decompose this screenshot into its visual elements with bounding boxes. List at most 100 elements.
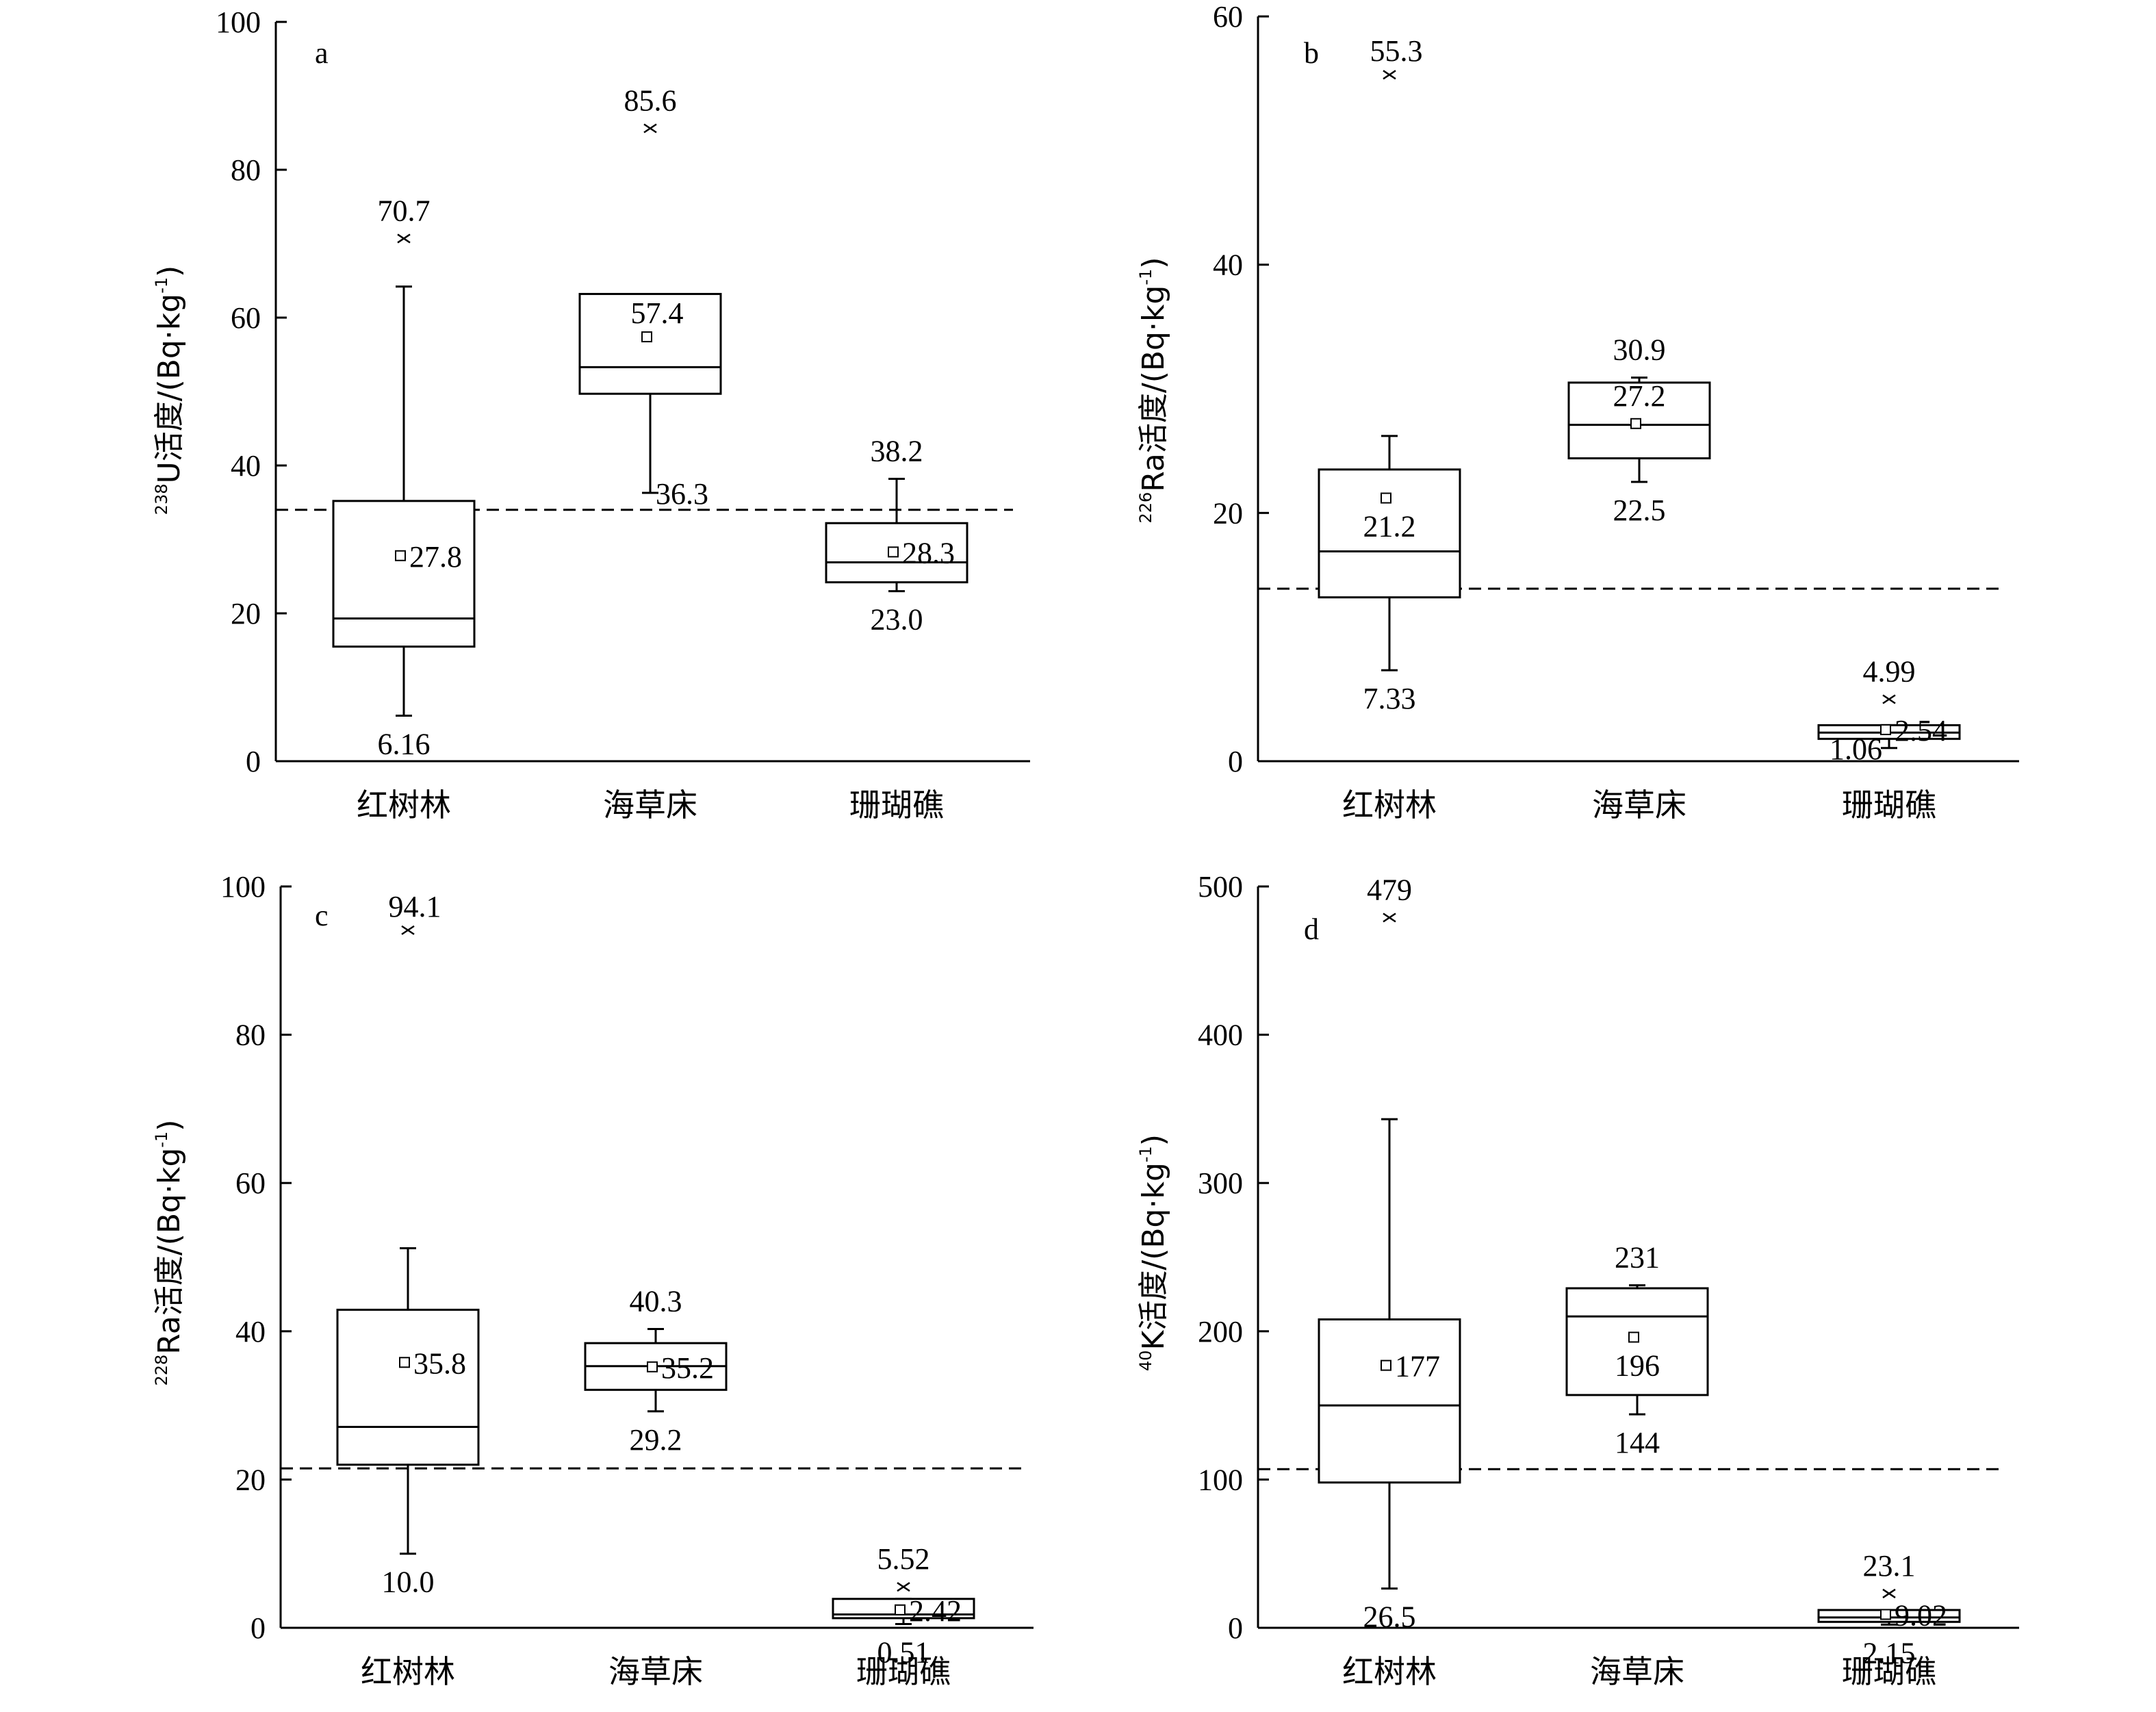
data-label: 144 — [1615, 1426, 1660, 1459]
y-tick-label: 20 — [231, 597, 261, 630]
category-label: 海草床 — [608, 1653, 703, 1690]
category-label: 红树林 — [357, 787, 451, 823]
y-tick-label: 100 — [220, 870, 266, 904]
mean-marker — [1381, 492, 1391, 504]
panel-b: 0 20 40 60 226Ra活度/(Bq·kg-1) b 红树林 海草床 珊瑚礁 55.3 21… — [1136, 0, 2019, 823]
y-tick-label: 60 — [1213, 0, 1243, 34]
y-axis-label-close: ) — [1136, 1134, 1171, 1146]
mean-marker — [888, 546, 899, 558]
y-axis-label-close: ) — [1136, 257, 1171, 269]
category-label: 珊瑚礁 — [1842, 1653, 1936, 1690]
y-axis-label-text: U活度/(Bq·kg — [152, 294, 187, 484]
category-label: 红树林 — [1342, 787, 1437, 823]
y-tick-label: 0 — [1228, 1611, 1243, 1645]
data-label: 70.7 — [378, 194, 431, 227]
outlier-marker — [643, 123, 657, 133]
y-tick-label: 0 — [1228, 745, 1243, 778]
y-axis-label-close: ) — [152, 1120, 187, 1132]
mean-marker — [647, 1361, 658, 1372]
data-label: 85.6 — [624, 84, 677, 118]
y-tick-label: 0 — [251, 1611, 266, 1645]
y-axis-label: 238U活度/(Bq·kg-1) — [152, 266, 187, 515]
y-tick-label: 0 — [246, 745, 261, 778]
y-tick-label: 60 — [235, 1166, 266, 1200]
panel-letter: b — [1304, 36, 1319, 70]
category-label: 红树林 — [361, 1653, 455, 1690]
data-label: 26.5 — [1363, 1600, 1416, 1634]
mean-marker — [641, 331, 652, 343]
mean-marker — [1628, 1331, 1639, 1343]
mean-marker — [1880, 724, 1891, 735]
data-label: 10.0 — [382, 1566, 435, 1599]
data-label: 196 — [1615, 1349, 1660, 1382]
y-axis-label-exponent: -1 — [152, 1132, 171, 1148]
data-label: 27.8 — [409, 540, 462, 574]
mean-marker — [895, 1604, 906, 1615]
y-axis-label: 228Ra活度/(Bq·kg-1) — [152, 1120, 187, 1386]
data-label: 30.9 — [1613, 333, 1666, 367]
category-label: 海草床 — [1590, 1653, 1684, 1690]
data-label: 2.54 — [1895, 714, 1947, 748]
box-海草床: 30.9 27.2 22.5 — [1567, 333, 1711, 527]
data-label: 22.5 — [1613, 494, 1666, 527]
y-tick-label: 100 — [216, 5, 261, 39]
y-tick-label: 300 — [1198, 1166, 1243, 1200]
data-label: 94.1 — [389, 890, 441, 923]
mean-marker — [1880, 1609, 1891, 1620]
y-axis-label-isotope: 238 — [152, 484, 171, 515]
box-iqr — [336, 1308, 480, 1466]
outlier-marker — [1383, 912, 1396, 923]
outlier-marker — [1882, 1588, 1896, 1599]
y-axis-label-isotope: 226 — [1136, 492, 1155, 524]
y-axis-label-exponent: -1 — [152, 277, 171, 294]
panel-d: 0 100 200 300 400 500 40K活度/(Bq·kg-1) d 红树林 海草床 珊瑚… — [1136, 870, 2019, 1690]
outlier-marker — [401, 925, 415, 935]
y-axis-label: 226Ra活度/(Bq·kg-1) — [1136, 257, 1171, 524]
y-tick-label: 40 — [231, 449, 261, 483]
data-label: 36.3 — [656, 477, 708, 511]
data-label: 35.2 — [661, 1351, 714, 1385]
box-红树林: 94.1 35.8 10.0 — [336, 890, 480, 1599]
y-axis-label-text: K活度/(Bq·kg — [1136, 1162, 1171, 1350]
box-iqr — [578, 292, 722, 395]
y-tick-label: 20 — [1213, 496, 1243, 530]
y-tick-label: 40 — [1213, 248, 1243, 282]
y-axis-label-isotope: 228 — [152, 1355, 171, 1386]
box-海草床: 85.6 57.4 36.3 — [578, 84, 722, 511]
data-label: 28.3 — [902, 536, 955, 570]
y-axis-label-exponent: -1 — [1136, 269, 1155, 285]
data-label: 0.51 — [877, 1635, 930, 1669]
outlier-marker — [897, 1582, 910, 1592]
y-axis-label: 40K活度/(Bq·kg-1) — [1136, 1134, 1171, 1371]
box-iqr — [332, 500, 476, 648]
panel-a: 0 20 40 60 80 100 238U活度/(Bq·kg-1) a 红树林 海草床 珊瑚礁 70… — [152, 5, 1030, 823]
data-label: 479 — [1367, 873, 1412, 906]
category-label: 珊瑚礁 — [849, 787, 944, 823]
box-iqr — [825, 522, 968, 584]
outlier-marker — [1882, 694, 1896, 704]
panel-letter: a — [315, 36, 329, 70]
category-label: 珊瑚礁 — [856, 1653, 951, 1690]
outlier-marker — [397, 233, 411, 244]
data-label: 21.2 — [1363, 510, 1416, 544]
data-label: 40.3 — [630, 1285, 682, 1318]
panel-letter: c — [315, 899, 329, 932]
panel-letter: d — [1304, 912, 1319, 946]
mean-marker — [395, 550, 406, 561]
data-label: 29.2 — [630, 1423, 682, 1457]
data-label: 1.06 — [1830, 732, 1882, 766]
y-tick-label: 100 — [1198, 1463, 1243, 1496]
box-珊瑚礁: 4.99 2.54 1.06 — [1817, 655, 1961, 766]
data-label: 7.33 — [1363, 682, 1416, 715]
y-tick-label: 60 — [231, 301, 261, 335]
category-label: 海草床 — [1592, 787, 1686, 823]
outlier-marker — [1383, 70, 1396, 80]
data-label: 38.2 — [871, 434, 923, 468]
y-tick-label: 400 — [1198, 1019, 1243, 1052]
data-label: 55.3 — [1370, 34, 1423, 68]
panel-c: 0 20 40 60 80 100 228Ra活度/(Bq·kg-1) c 红树林 海草床 珊瑚礁 9… — [152, 870, 1034, 1690]
box-iqr — [1318, 1318, 1461, 1484]
data-label: 2.15 — [1863, 1636, 1916, 1670]
box-红树林: 55.3 21.2 7.33 — [1318, 34, 1461, 715]
data-label: 2.42 — [909, 1594, 962, 1628]
